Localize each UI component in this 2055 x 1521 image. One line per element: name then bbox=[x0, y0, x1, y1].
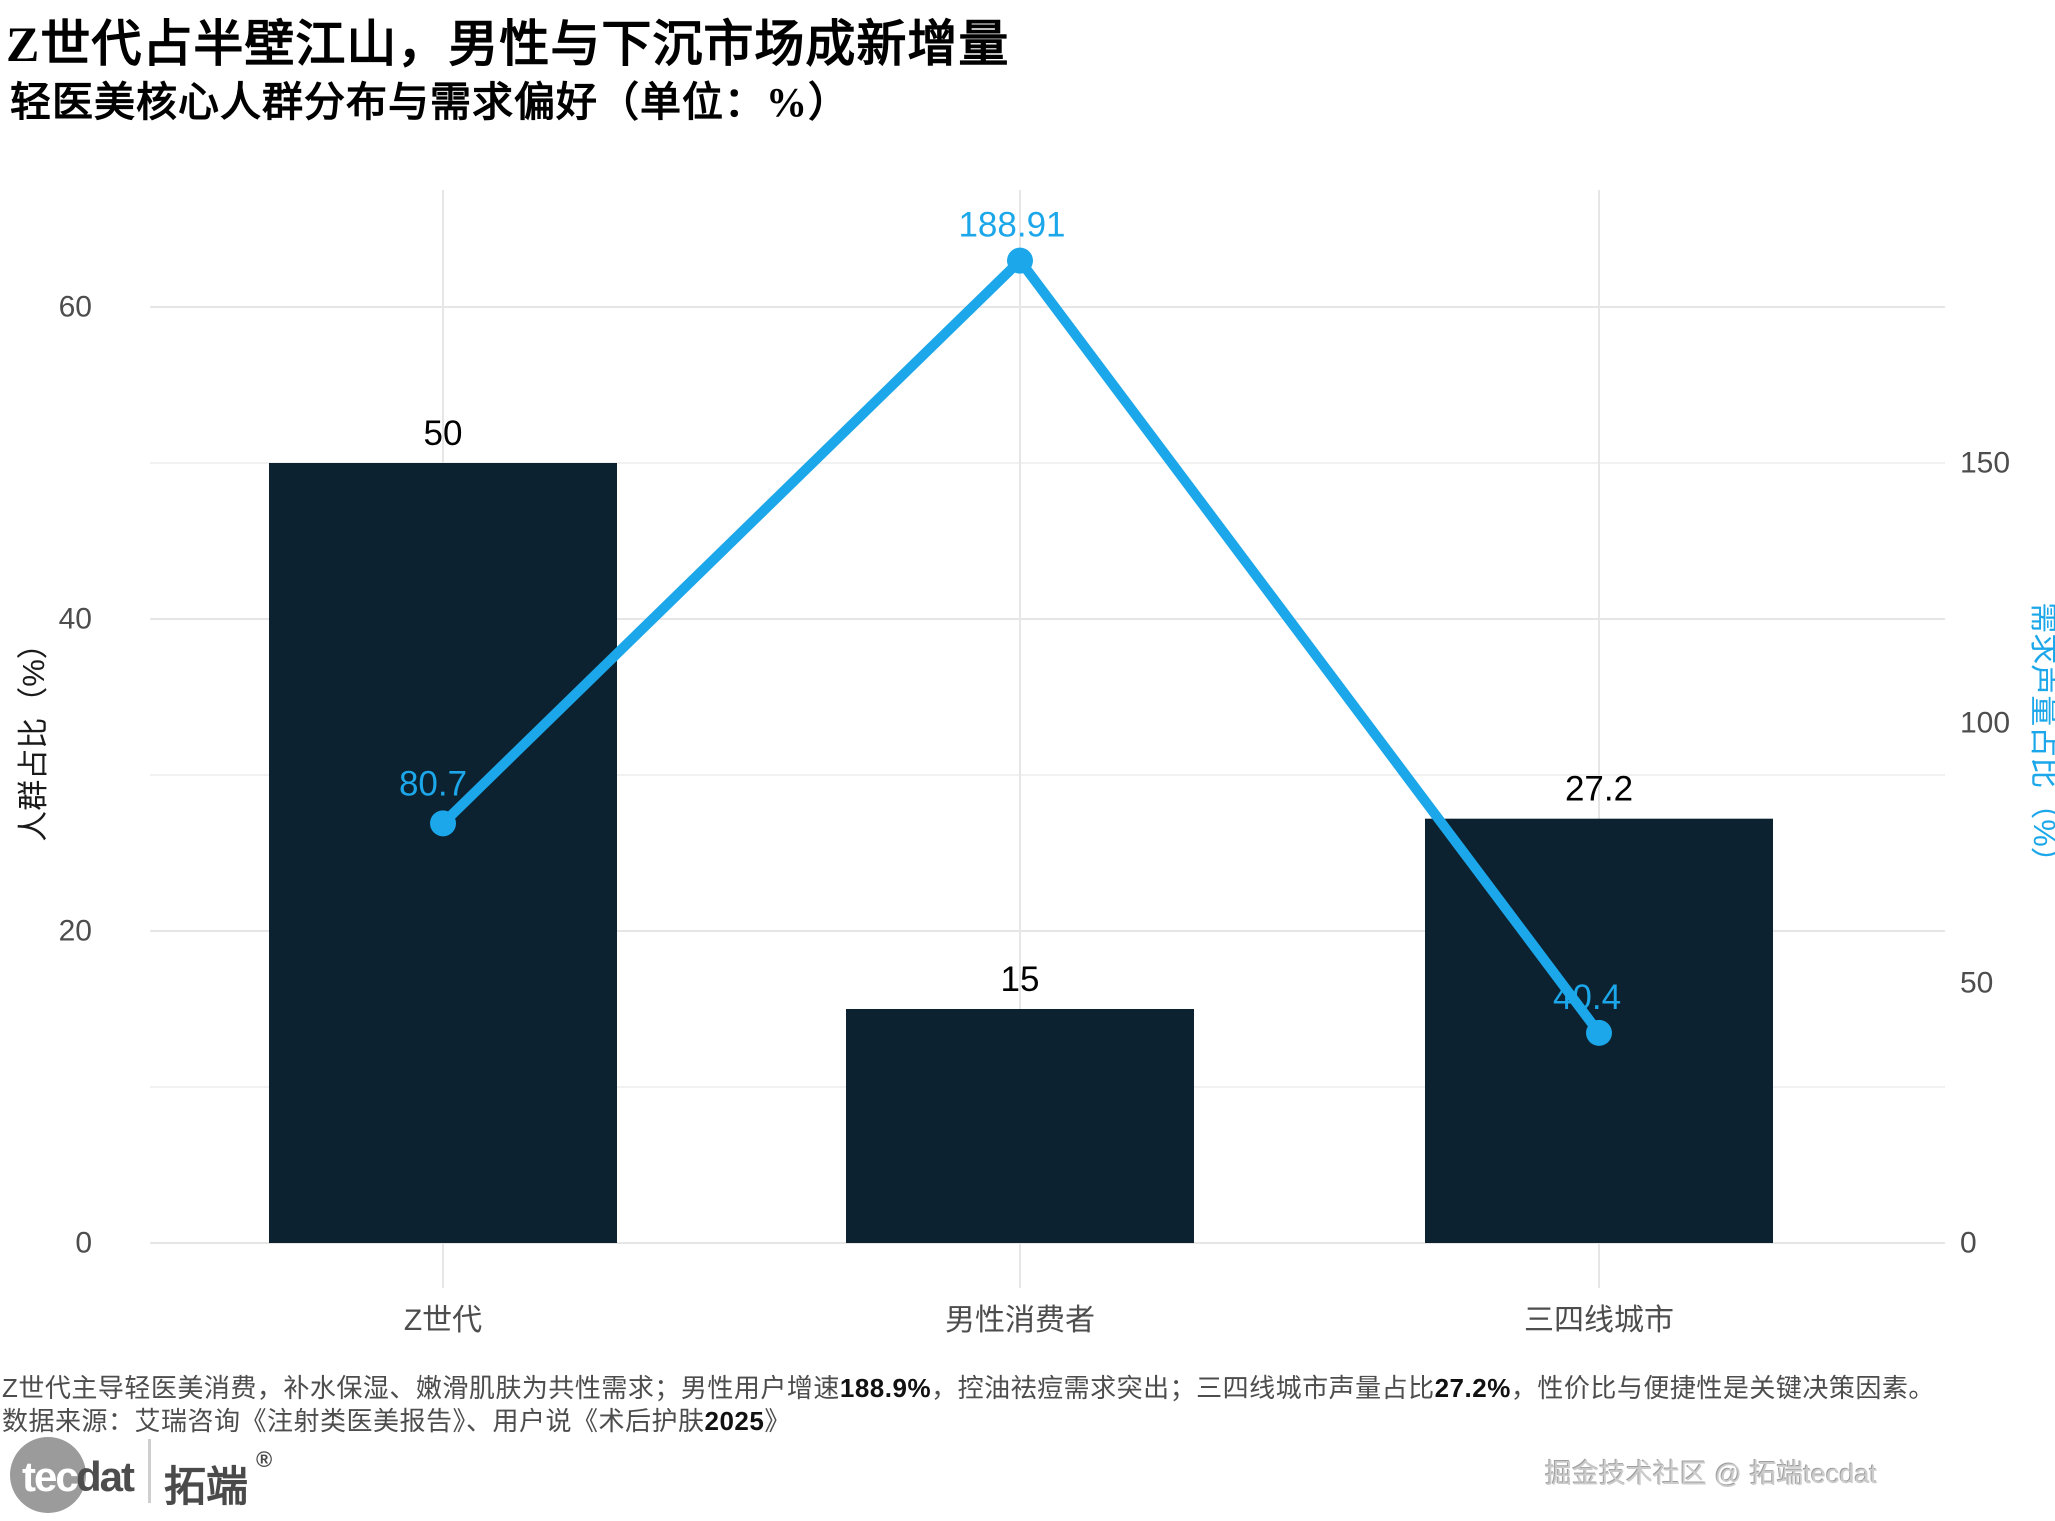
y2-axis-tick-label: 50 bbox=[1960, 967, 1993, 1000]
caption-text: ，性价比与便捷性是关键决策因素。 bbox=[1510, 1373, 1935, 1403]
x-axis-label: 男性消费者 bbox=[945, 1304, 1095, 1337]
caption-highlight: 27.2% bbox=[1434, 1373, 1511, 1403]
y-axis-tick-label: 60 bbox=[59, 291, 92, 324]
caption-insight: Z世代主导轻医美消费，补水保湿、嫩滑肌肤为共性需求；男性用户增速188.9%，控… bbox=[2, 1368, 1935, 1405]
logo-text-cjk: 拓端 bbox=[164, 1463, 249, 1510]
tecdat-logo: tec dat 拓端 ® bbox=[10, 1437, 310, 1513]
bar-value-label: 27.2 bbox=[1565, 770, 1633, 809]
watermark: 掘金技术社区 @ 拓端tecdat bbox=[1545, 1459, 1877, 1489]
logo-circle bbox=[10, 1437, 86, 1513]
y-axis-tick-label: 40 bbox=[59, 603, 92, 636]
logo-text-tec: tec bbox=[22, 1453, 79, 1500]
y2-axis-tick-label: 0 bbox=[1960, 1227, 1977, 1260]
logo-divider bbox=[148, 1439, 151, 1503]
caption-text: Z世代主导轻医美消费，补水保湿、嫩滑肌肤为共性需求；男性用户增速 bbox=[2, 1373, 840, 1403]
y2-axis-tick-label: 100 bbox=[1960, 707, 2010, 740]
y-axis-tick-label: 20 bbox=[59, 915, 92, 948]
line-value-label: 80.7 bbox=[399, 764, 467, 803]
line-point-三四线城市 bbox=[1586, 1019, 1612, 1046]
registered-mark-icon: ® bbox=[256, 1447, 273, 1472]
line-point-Z世代 bbox=[430, 810, 456, 837]
caption-highlight: 188.9% bbox=[839, 1373, 932, 1403]
y2-axis-title: 需求声量占比（%） bbox=[2027, 602, 2055, 878]
logo-text-dat: dat bbox=[76, 1453, 135, 1500]
chart-subtitle: 轻医美核心人群分布与需求偏好（单位：%） bbox=[10, 79, 850, 125]
x-axis-label: 三四线城市 bbox=[1524, 1304, 1674, 1337]
caption-text: 数据来源：艾瑞咨询《注射类医美报告》、用户说《术后护肤 bbox=[2, 1406, 705, 1436]
line-point-男性消费者 bbox=[1007, 247, 1033, 274]
caption-source: 数据来源：艾瑞咨询《注射类医美报告》、用户说《术后护肤2025》 bbox=[2, 1401, 791, 1438]
caption-highlight: 2025 bbox=[704, 1406, 765, 1436]
y-axis-title: 人群占比（%） bbox=[16, 628, 51, 842]
y2-axis-tick-label: 150 bbox=[1960, 447, 2010, 480]
caption-text: ，控油祛痘需求突出；三四线城市声量占比 bbox=[931, 1373, 1435, 1403]
x-axis-label: Z世代 bbox=[404, 1304, 482, 1337]
bar-value-label: 15 bbox=[1001, 960, 1040, 999]
chart-title: Z世代占半壁江山，男性与下沉市场成新增量 bbox=[6, 16, 1010, 72]
y-axis-tick-label: 0 bbox=[75, 1227, 92, 1260]
bar-Z世代 bbox=[269, 463, 617, 1243]
line-value-label: 40.4 bbox=[1553, 978, 1621, 1017]
line-value-label: 188.91 bbox=[958, 206, 1065, 245]
bar-value-label: 50 bbox=[424, 414, 463, 453]
bar-男性消费者 bbox=[846, 1009, 1194, 1243]
caption-text: 》 bbox=[764, 1406, 791, 1436]
